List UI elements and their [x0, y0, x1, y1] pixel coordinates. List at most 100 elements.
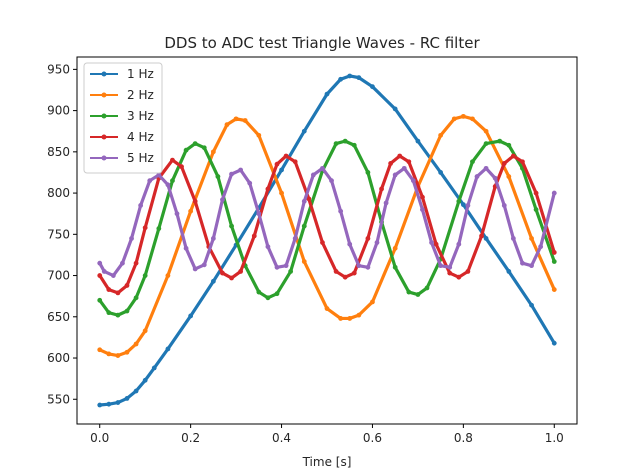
data-point: [247, 180, 253, 186]
legend-label: 5 Hz: [127, 151, 154, 165]
data-point: [406, 289, 412, 295]
legend-item: 5 Hz: [90, 151, 154, 165]
data-point: [192, 198, 198, 204]
data-point: [188, 313, 194, 319]
data-point: [97, 260, 103, 266]
data-point: [506, 142, 512, 148]
data-point: [501, 160, 507, 166]
data-point: [142, 273, 148, 278]
data-point: [492, 175, 498, 181]
data-point: [329, 178, 334, 184]
data-point: [124, 283, 130, 288]
data-point: [156, 226, 162, 231]
data-point: [347, 241, 353, 247]
data-point: [483, 141, 489, 147]
data-point: [347, 73, 353, 79]
data-point: [283, 153, 289, 159]
data-point: [510, 153, 516, 159]
data-point: [179, 164, 184, 170]
legend-label: 3 Hz: [127, 109, 154, 123]
data-point: [265, 186, 271, 192]
data-point: [397, 153, 403, 159]
data-point: [165, 346, 171, 352]
data-point: [351, 142, 357, 148]
data-point: [406, 159, 412, 165]
data-point: [551, 259, 557, 264]
data-point: [106, 401, 112, 407]
data-point: [529, 236, 534, 241]
data-point: [124, 349, 130, 355]
legend-item: 4 Hz: [90, 130, 154, 144]
data-point: [356, 312, 362, 318]
data-point: [310, 172, 316, 178]
data-point: [301, 259, 307, 264]
data-point: [438, 132, 444, 138]
data-point: [356, 263, 362, 269]
data-point: [147, 178, 153, 184]
y-tick-label: 600: [47, 351, 70, 365]
data-point: [110, 273, 116, 278]
data-point: [274, 264, 280, 270]
data-point: [420, 207, 425, 212]
x-tick-label: 0.0: [90, 431, 109, 445]
data-point: [410, 178, 416, 184]
data-point: [229, 275, 234, 281]
data-point: [351, 270, 357, 276]
data-point: [483, 128, 489, 134]
data-point: [529, 263, 534, 269]
data-point: [388, 160, 394, 166]
data-point: [460, 202, 466, 208]
data-point: [306, 196, 312, 202]
data-point: [229, 223, 234, 229]
data-point: [506, 174, 512, 179]
data-point: [188, 208, 194, 214]
data-point: [356, 75, 362, 81]
legend-item: 1 Hz: [90, 67, 154, 81]
data-point: [438, 170, 444, 175]
data-point: [238, 167, 244, 173]
series-3: [97, 138, 557, 318]
series-4: [97, 153, 557, 296]
data-point: [479, 233, 484, 239]
data-point: [365, 236, 371, 241]
legend-marker: [101, 92, 107, 98]
data-point: [365, 264, 371, 270]
y-tick-label: 900: [47, 104, 70, 118]
data-point: [342, 274, 348, 280]
data-point: [497, 138, 503, 144]
data-point: [456, 274, 462, 280]
series-5: [97, 165, 557, 278]
data-point: [392, 172, 398, 178]
x-tick-label: 0.6: [363, 431, 382, 445]
data-point: [338, 208, 344, 214]
y-axis: 550 600 650 700 750 800 850 900 950: [47, 62, 77, 406]
legend-marker: [101, 134, 107, 140]
data-point: [115, 353, 121, 358]
data-point: [283, 263, 289, 269]
data-point: [151, 365, 157, 371]
data-point: [233, 116, 239, 122]
data-point: [506, 269, 512, 274]
data-point: [438, 263, 444, 269]
x-tick-label: 0.2: [181, 431, 200, 445]
data-point: [292, 236, 298, 241]
data-point: [370, 84, 375, 90]
data-point: [238, 269, 244, 274]
legend-item: 3 Hz: [90, 109, 154, 123]
data-point: [424, 285, 430, 291]
data-point: [460, 113, 466, 119]
data-point: [429, 240, 434, 245]
data-point: [338, 76, 344, 82]
data-point: [201, 262, 207, 268]
y-tick-label: 750: [47, 227, 70, 241]
data-point: [192, 141, 198, 147]
data-point: [447, 264, 453, 270]
data-point: [392, 245, 398, 251]
y-tick-label: 950: [47, 62, 70, 76]
legend-item: 2 Hz: [90, 88, 154, 102]
data-point: [533, 207, 539, 212]
data-point: [333, 269, 339, 274]
legend-label: 2 Hz: [127, 88, 154, 102]
data-point: [338, 316, 344, 321]
data-point: [456, 241, 462, 247]
